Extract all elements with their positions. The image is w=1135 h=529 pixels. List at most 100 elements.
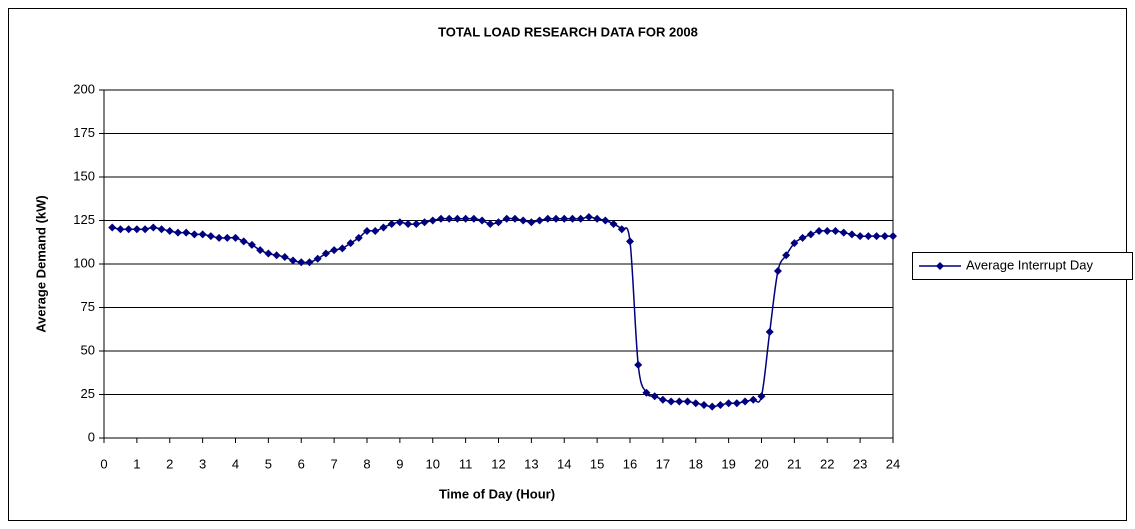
data-point (535, 216, 544, 225)
data-point (683, 397, 692, 406)
data-point (461, 214, 470, 223)
x-tick-label: 19 (721, 456, 735, 471)
data-point (889, 232, 897, 241)
data-point (453, 214, 462, 223)
x-tick-label: 9 (396, 456, 403, 471)
data-point (510, 214, 519, 223)
x-tick-label: 21 (787, 456, 801, 471)
x-tick-label: 2 (166, 456, 173, 471)
data-point (346, 239, 355, 248)
data-point (445, 214, 454, 223)
legend-marker (936, 262, 944, 270)
data-point (330, 246, 339, 255)
data-point (658, 395, 667, 404)
x-tick-label: 11 (459, 456, 473, 471)
x-tick-label: 23 (853, 456, 867, 471)
data-point (626, 237, 634, 246)
data-point (494, 218, 503, 227)
x-tick-label: 12 (491, 456, 505, 471)
x-tick-label: 13 (524, 456, 538, 471)
data-point (617, 225, 626, 234)
data-point (231, 233, 240, 242)
data-point (691, 399, 700, 408)
data-point (790, 239, 799, 248)
data-point (280, 253, 289, 262)
data-point (831, 226, 840, 235)
y-tick-label: 175 (73, 125, 95, 140)
x-tick-label: 6 (298, 456, 305, 471)
y-tick-label: 50 (81, 342, 95, 357)
x-tick-label: 3 (199, 456, 206, 471)
data-point (116, 225, 125, 234)
data-point (749, 395, 758, 404)
data-point (708, 402, 717, 411)
data-point (436, 214, 445, 223)
data-point (552, 214, 561, 223)
data-point (297, 258, 306, 267)
data-point (182, 228, 191, 237)
data-point (864, 232, 873, 241)
data-point (404, 219, 413, 228)
chart-title: TOTAL LOAD RESEARCH DATA FOR 2008 (438, 24, 698, 39)
data-point (773, 266, 782, 275)
data-point (165, 226, 174, 235)
data-point (782, 251, 791, 260)
data-point (305, 258, 314, 267)
data-point (157, 225, 166, 234)
x-tick-label: 16 (623, 456, 637, 471)
x-tick-label: 4 (232, 456, 239, 471)
data-point (469, 214, 478, 223)
x-tick-label: 1 (133, 456, 140, 471)
x-tick-label: 0 (100, 456, 107, 471)
data-point (395, 218, 404, 227)
data-point (839, 228, 848, 237)
data-point (371, 226, 380, 235)
data-point (527, 218, 536, 227)
data-point (650, 392, 659, 401)
x-axis-label: Time of Day (Hour) (439, 486, 555, 501)
y-tick-label: 100 (73, 255, 95, 270)
data-point (264, 249, 273, 258)
data-point (823, 226, 832, 235)
x-tick-label: 5 (265, 456, 272, 471)
data-point (584, 213, 593, 222)
data-point (765, 327, 774, 336)
data-point (872, 232, 881, 241)
data-point (543, 214, 552, 223)
x-tick-label: 10 (426, 456, 440, 471)
data-point (642, 388, 651, 397)
data-point (428, 216, 437, 225)
data-point (519, 216, 528, 225)
data-point (215, 233, 224, 242)
y-tick-label: 125 (73, 212, 95, 227)
y-tick-label: 25 (81, 386, 95, 401)
data-point (173, 228, 182, 237)
data-point (856, 232, 865, 241)
data-point (379, 223, 388, 232)
data-point (576, 214, 585, 223)
data-point (880, 232, 889, 241)
data-point (289, 256, 298, 265)
x-tick-label: 20 (754, 456, 768, 471)
data-point (634, 360, 643, 369)
data-point (716, 400, 725, 409)
data-point (124, 225, 133, 234)
data-point (256, 246, 265, 255)
data-point (190, 230, 199, 239)
data-point (206, 232, 215, 241)
data-point (675, 397, 684, 406)
data-point (108, 223, 117, 232)
plot-border (103, 89, 894, 439)
x-tick-label: 24 (886, 456, 900, 471)
data-point (741, 397, 750, 406)
data-point (757, 392, 766, 401)
data-point (724, 399, 733, 408)
data-point (141, 225, 150, 234)
data-point (601, 216, 610, 225)
y-tick-label: 0 (88, 429, 95, 444)
data-point (609, 219, 618, 228)
x-tick-label: 17 (656, 456, 670, 471)
data-point (478, 216, 487, 225)
data-point (387, 219, 396, 228)
data-point (198, 230, 207, 239)
